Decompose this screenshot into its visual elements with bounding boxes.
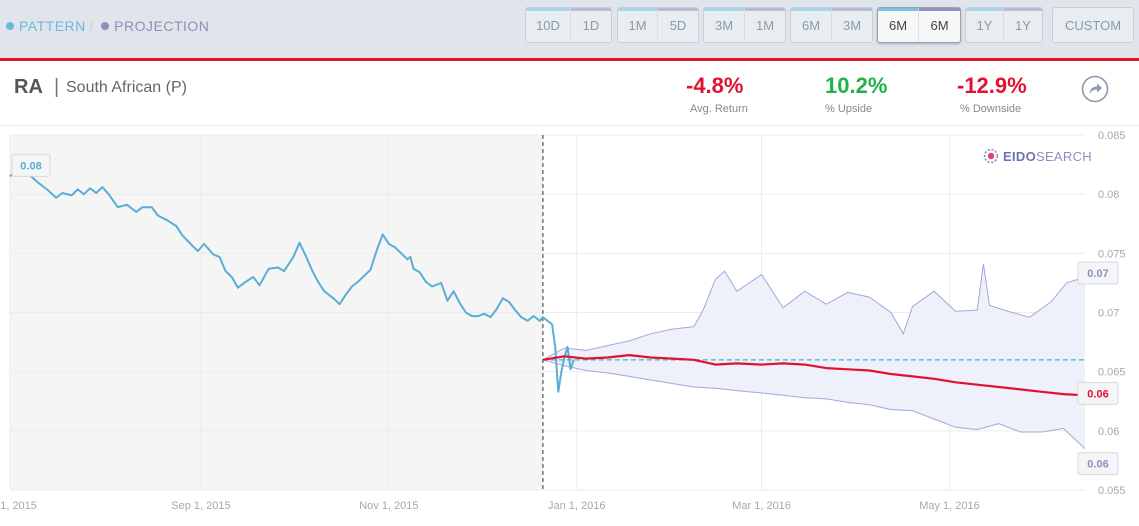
y-axis-tick-label: 0.065 xyxy=(1098,367,1126,379)
avg-return-label: Avg. Return xyxy=(690,103,748,115)
range-button-3m-1m[interactable]: 3M 1M xyxy=(703,7,786,43)
downside-stat: -12.9% % Downside xyxy=(957,73,1027,115)
chart-legend: PATTERN / PROJECTION xyxy=(6,18,209,34)
legend-projection[interactable]: PROJECTION xyxy=(101,18,209,34)
header-divider xyxy=(0,125,1139,126)
range-pattern-label[interactable]: 1Y xyxy=(966,8,1005,42)
y-axis-tick-label: 0.07 xyxy=(1098,308,1119,320)
range-button-6m-6m[interactable]: 6M 6M xyxy=(877,7,961,43)
range-button-6m-3m[interactable]: 6M 3M xyxy=(790,7,873,43)
upper-bound-line xyxy=(542,263,1086,361)
price-chart: 0.085 0.08 0.075 0.07 0.065 0.06 0.055 Jul 1, 2… xyxy=(0,130,1126,512)
eido-brand-bold: EIDO xyxy=(1003,148,1036,164)
y-axis-tick-label: 0.085 xyxy=(1098,130,1126,142)
projection-series-line xyxy=(542,354,1086,397)
projection-end-value-label: 0.06 xyxy=(1087,388,1108,400)
company-name: South African (P) xyxy=(66,79,187,96)
share-icon[interactable] xyxy=(1081,75,1109,103)
accent-divider xyxy=(0,58,1139,61)
ticker-separator: | xyxy=(54,76,60,98)
downside-value: -12.9% xyxy=(957,73,1027,98)
upper-end-value-label: 0.07 xyxy=(1087,268,1108,280)
range-projection-label[interactable]: 1M xyxy=(745,8,785,42)
range-pattern-label[interactable]: 6M xyxy=(878,8,920,42)
avg-return-stat: -4.8% Avg. Return xyxy=(686,73,748,115)
x-axis-tick-label: Nov 1, 2015 xyxy=(359,500,418,512)
range-pattern-label[interactable]: 10D xyxy=(526,8,571,42)
x-axis-tick-label: Mar 1, 2016 xyxy=(732,500,791,512)
range-projection-label[interactable]: 5D xyxy=(658,8,698,42)
lower-end-value-label-box xyxy=(1077,452,1119,476)
range-button-10d-1d[interactable]: 10D 1D xyxy=(525,7,612,43)
x-axis-tick-label: Jan 1, 2016 xyxy=(548,500,606,512)
legend-projection-label: PROJECTION xyxy=(114,18,210,34)
pattern-series-line xyxy=(9,169,575,393)
y-axis-tick-label: 0.06 xyxy=(1098,426,1119,438)
range-projection-label[interactable]: 6M xyxy=(919,8,960,42)
custom-range-button[interactable]: CUSTOM xyxy=(1052,7,1134,43)
y-axis-tick-label: 0.08 xyxy=(1098,189,1119,201)
lower-end-value-label: 0.06 xyxy=(1087,459,1108,471)
range-projection-label[interactable]: 3M xyxy=(832,8,872,42)
projection-end-value-label-box xyxy=(1077,381,1119,405)
upper-end-value-label-box xyxy=(1077,261,1119,285)
start-value-label: 0.08 xyxy=(20,160,41,172)
y-axis-tick-label: 0.075 xyxy=(1098,248,1126,260)
eido-logo-icon xyxy=(983,148,999,164)
range-toolbar: PATTERN / PROJECTION 10D 1D 1M 5D 3M 1M … xyxy=(0,0,1139,58)
legend-pattern-label: PATTERN xyxy=(19,18,86,34)
start-value-label-box xyxy=(11,153,51,177)
x-axis-tick-label: May 1, 2016 xyxy=(919,500,980,512)
downside-label: % Downside xyxy=(960,103,1022,115)
range-projection-label[interactable]: 1D xyxy=(570,8,611,42)
range-projection-label[interactable]: 1Y xyxy=(1004,8,1042,42)
ticker-symbol: RA xyxy=(14,76,43,98)
range-pattern-label[interactable]: 1M xyxy=(618,8,659,42)
upside-label: % Upside xyxy=(825,103,873,115)
eido-brand-rest: SEARCH xyxy=(1035,148,1092,164)
range-pattern-label[interactable]: 3M xyxy=(704,8,745,42)
upside-stat: 10.2% % Upside xyxy=(825,73,887,115)
legend-separator: / xyxy=(89,18,95,34)
x-axis-tick-label: Jul 1, 2015 xyxy=(0,500,37,512)
y-axis-tick-label: 0.055 xyxy=(1098,485,1126,497)
pattern-dot-icon xyxy=(6,22,14,30)
avg-return-value: -4.8% xyxy=(686,73,744,98)
upside-value: 10.2% xyxy=(825,73,888,98)
lower-bound-line xyxy=(542,359,1086,449)
range-button-1m-5d[interactable]: 1M 5D xyxy=(617,7,699,43)
range-button-1y-1y[interactable]: 1Y 1Y xyxy=(965,7,1043,43)
projection-band-area xyxy=(542,264,1085,449)
x-axis-tick-label: Sep 1, 2015 xyxy=(171,500,230,512)
legend-pattern[interactable]: PATTERN xyxy=(6,18,86,34)
range-pattern-label[interactable]: 6M xyxy=(791,8,832,42)
eidosearch-logo: EIDO SEARCH xyxy=(982,147,1092,165)
projection-dot-icon xyxy=(101,22,110,30)
